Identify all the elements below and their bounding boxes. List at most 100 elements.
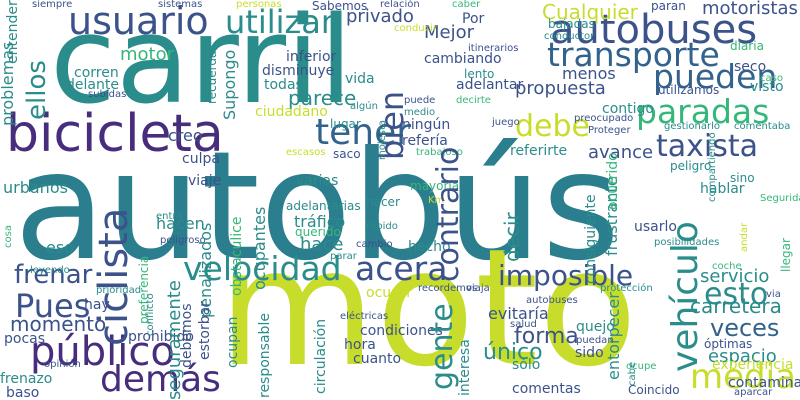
word-parece: parece	[288, 86, 357, 110]
word-hay: hay	[84, 297, 110, 313]
word-espacio: espacio	[708, 346, 777, 367]
word-caber: conducir	[394, 23, 438, 34]
word-sido: sido	[575, 345, 604, 361]
word-puede: medio	[404, 107, 436, 118]
word-baso: pocas	[4, 331, 46, 347]
word-opinion: entra	[156, 211, 183, 222]
word-cosa: opinión	[44, 359, 81, 370]
word-rapido: cambio	[356, 239, 393, 250]
word-vehiculo: vehículo	[665, 221, 706, 372]
word-cambio: parar	[330, 251, 357, 262]
word-solo: comentas	[512, 381, 581, 397]
word-hacer: mayoría	[410, 179, 460, 193]
word-conductor: itinerarios	[468, 43, 519, 54]
word-andar: peligro	[670, 159, 712, 173]
word-carretera: carretera	[690, 294, 782, 318]
word-obstaculice: obstaculice	[229, 216, 245, 296]
word-sabemos: personas	[236, 0, 282, 10]
word-creo: creo	[168, 126, 203, 145]
word-supongo: Supongo	[220, 49, 239, 120]
word-debemos: debemos	[179, 303, 195, 369]
word-velocidad: velocidad	[183, 249, 342, 288]
word-frenar: frenar	[14, 260, 93, 290]
word-experiencia: Coincido	[628, 383, 680, 397]
word-conflicto: leyendo	[30, 265, 70, 276]
word-paran: bajadas	[548, 17, 595, 31]
word-diaria: caso	[760, 73, 783, 84]
word-querido: querido	[295, 225, 341, 239]
word-seco: seco	[734, 59, 767, 75]
word-entorpecer: entorpecer	[604, 292, 623, 380]
word-todas: todas	[264, 77, 303, 93]
word-ocupantes: ocupantes	[250, 206, 269, 290]
word-pocas: prohibido	[128, 329, 194, 345]
word-peligroso: rápido	[366, 221, 398, 232]
word-ocurrir: ocurrir	[366, 285, 413, 301]
word-cabe: ocupe	[626, 361, 657, 372]
word-viaje: viaje	[188, 173, 222, 189]
word-compartiendo: llegar	[779, 238, 793, 272]
word-bicicleta: bicicleta	[6, 104, 224, 164]
word-forma: forma	[514, 324, 579, 349]
word-conducir: lugar	[330, 117, 361, 131]
word-llegar: andar	[739, 222, 750, 252]
word-decirte: Por	[462, 11, 485, 27]
word-imposible: imposible	[498, 259, 634, 292]
word-varias: varias	[296, 173, 339, 189]
word-usuario: usuario	[68, 0, 209, 43]
word-bajadas: conductor	[544, 31, 595, 42]
word-vida: vida	[345, 71, 375, 87]
word-recordemos: viaja	[466, 283, 490, 294]
word-referirte: referirte	[510, 143, 568, 159]
word-entender: relación	[380, 0, 420, 10]
word-electricas: protección	[600, 283, 653, 294]
word-ciudadano: ciudadano	[255, 104, 328, 120]
word-inferior: inferior	[286, 49, 337, 65]
word-saco: saco	[333, 147, 361, 161]
word-adelantarias: recuerda	[205, 50, 219, 104]
word-momento: momento	[10, 312, 107, 336]
word-hablar: hablar	[700, 181, 745, 197]
word-decir: decir	[500, 212, 524, 262]
word-evitaria: evitaría	[488, 304, 549, 323]
word-salud: eléctricas	[340, 311, 389, 322]
word-avance: avance	[588, 142, 654, 163]
word-aparcar: frenazo	[0, 371, 53, 387]
word-trafico: tráfico	[294, 212, 346, 231]
word-motoristas: motoristas	[702, 0, 798, 19]
word-paradas: paradas	[636, 92, 770, 131]
word-entra: peligroso	[160, 235, 206, 246]
word-condiciones: interesa	[457, 339, 473, 396]
word-privado: privado	[346, 6, 414, 27]
word-subidas: trabajoso	[416, 147, 463, 158]
word-hace: hace	[300, 234, 344, 255]
word-tener: tener	[315, 112, 412, 153]
word-molesta: adelantarias	[286, 199, 361, 213]
word-juego: Proteger	[588, 125, 631, 136]
word-proteccion: cabe	[627, 361, 638, 386]
word-ningun: ningún	[402, 117, 451, 133]
word-hacen: hacen	[156, 214, 205, 233]
word-acera: acera	[355, 249, 448, 288]
word-autobuses: autobuses	[550, 7, 758, 53]
word-peligro: diaria	[730, 39, 764, 53]
word-hecho: hecho	[408, 239, 451, 255]
word-mejor: Mejor	[424, 22, 475, 43]
word-interesa: sólo	[512, 357, 541, 373]
word-autobus: autobús	[14, 120, 621, 294]
word-por: lento	[464, 67, 495, 81]
word-algun: molesta	[377, 119, 388, 160]
word-proteger: preocupado	[574, 113, 634, 124]
word-medio: algún	[350, 101, 378, 112]
word-ocupe: coche	[712, 261, 742, 272]
word-esto: esto	[704, 277, 769, 312]
word-sino: Seguridad	[760, 193, 800, 204]
word-propuesta: propuesta	[515, 78, 606, 99]
word-via: posibilidades	[654, 237, 720, 248]
word-demas: demás	[100, 359, 221, 400]
word-puedan: salud	[510, 319, 537, 330]
word-visto: visto	[750, 79, 784, 95]
word-cualquier: Cualquier	[542, 0, 638, 24]
word-estorbar: estorbar	[197, 301, 213, 360]
